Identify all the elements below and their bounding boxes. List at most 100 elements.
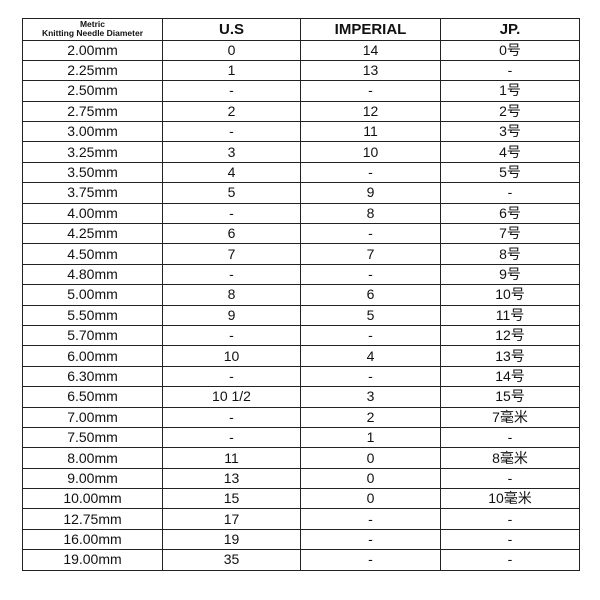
cell-metric: 2.25mm [22,59,163,82]
cell-imperial: 7 [300,243,441,265]
cell-jp: - [440,59,580,82]
cell-us: - [162,202,301,225]
cell-imperial: - [300,161,441,184]
cell-imperial: - [300,528,441,551]
cell-jp: 14号 [440,365,580,388]
cell-metric: 5.50mm [22,304,163,326]
cell-metric: 3.25mm [22,141,163,163]
cell-imperial: 6 [300,284,441,306]
cell-metric: 2.75mm [22,100,163,123]
cell-jp: 10号 [440,284,580,306]
table-row: 16.00mm 19- - [22,528,580,551]
cell-jp: 12号 [440,324,580,347]
cell-us: - [162,406,301,428]
cell-us: 17 [162,508,301,530]
cell-jp: 0号 [440,39,580,61]
cell-us: 15 [162,488,301,510]
cell-jp: - [440,549,580,571]
cell-imperial: 3 [300,386,441,408]
cell-metric: 6.30mm [22,365,163,388]
cell-metric: 2.50mm [22,80,163,102]
cell-us: - [162,365,301,388]
cell-jp: 5号 [440,161,580,184]
needle-size-table: Metric Knitting Needle Diameter U.S IMPER… [22,18,580,571]
cell-us: 0 [162,39,301,61]
cell-metric: 3.00mm [22,121,163,143]
table-row: 9.00mm 13 0- [22,467,580,490]
cell-metric: 7.00mm [22,406,163,428]
table-row: 5.50mm 9 5 11号 [22,304,580,326]
cell-imperial: 8 [300,202,441,225]
table-row: 5.00mm 8 6 10号 [22,284,580,306]
cell-imperial: 4 [300,345,441,367]
cell-jp: 4号 [440,141,580,163]
table-row: 4.00mm -8 6号 [22,202,580,225]
cell-jp: 2号 [440,100,580,123]
table-row: 6.00mm 10 4 13号 [22,345,580,367]
cell-metric: 3.50mm [22,161,163,184]
table-row: 3.50mm 4-5号 [22,161,580,184]
cell-jp: 8毫米 [440,447,580,469]
header-metric: Metric Knitting Needle Diameter [22,18,163,41]
header-metric-line1: Metric [79,19,106,30]
cell-us: 10 1/2 [162,386,301,408]
cell-imperial: - [300,508,441,530]
cell-us: - [162,263,301,286]
cell-jp: 8号 [440,243,580,265]
cell-metric: 9.00mm [22,467,163,490]
header-metric-line2: Knitting Needle Diameter [41,28,144,39]
table-row: 2.50mm - -1号 [22,80,580,102]
header-imperial: IMPERIAL [300,18,441,41]
cell-jp: 1号 [440,80,580,102]
table-row: 4.80mm - -9号 [22,263,580,286]
cell-metric: 5.00mm [22,284,163,306]
cell-imperial: - [300,263,441,286]
cell-imperial: - [300,324,441,347]
cell-metric: 6.00mm [22,345,163,367]
header-us: U.S [162,18,301,41]
cell-jp: 7毫米 [440,406,580,428]
cell-imperial: 9 [300,182,441,204]
cell-jp: 11号 [440,304,580,326]
cell-jp: 6号 [440,202,580,225]
cell-us: 10 [162,345,301,367]
cell-jp: 10毫米 [440,488,580,510]
cell-jp: 15号 [440,386,580,408]
cell-jp: 13号 [440,345,580,367]
table-row: 4.25mm 6-7号 [22,223,580,245]
cell-us: 5 [162,182,301,204]
cell-us: 8 [162,284,301,306]
cell-metric: 6.50mm [22,386,163,408]
table-row: 2.00mm 0 14 0号 [22,39,580,61]
cell-metric: 19.00mm [22,549,163,571]
cell-jp: - [440,528,580,551]
cell-us: 11 [162,447,301,469]
table-row: 2.75mm 2 12 2号 [22,100,580,123]
cell-jp: - [440,508,580,530]
cell-imperial: 10 [300,141,441,163]
cell-us: 7 [162,243,301,265]
cell-jp: 7号 [440,223,580,245]
header-row: Metric Knitting Needle Diameter U.S IMPER… [22,18,580,41]
cell-metric: 5.70mm [22,324,163,347]
cell-metric: 16.00mm [22,528,163,551]
table-row: 6.30mm - -14号 [22,365,580,388]
cell-us: 4 [162,161,301,184]
cell-us: 35 [162,549,301,571]
cell-us: - [162,80,301,102]
cell-metric: 3.75mm [22,182,163,204]
cell-imperial: 5 [300,304,441,326]
cell-imperial: 12 [300,100,441,123]
cell-metric: 12.75mm [22,508,163,530]
cell-jp: 3号 [440,121,580,143]
table-row: 7.00mm -2 7毫米 [22,406,580,428]
table-row: 6.50mm 10 1/2 3 15号 [22,386,580,408]
table-row: 3.00mm -11 3号 [22,121,580,143]
table-row: 3.75mm 5 9- [22,182,580,204]
table-row: 7.50mm -1- [22,426,580,449]
cell-metric: 4.00mm [22,202,163,225]
cell-metric: 4.25mm [22,223,163,245]
table-row: 10.00mm 15 0 10毫米 [22,488,580,510]
table-row: 2.25mm 1 13- [22,59,580,82]
cell-imperial: 0 [300,447,441,469]
